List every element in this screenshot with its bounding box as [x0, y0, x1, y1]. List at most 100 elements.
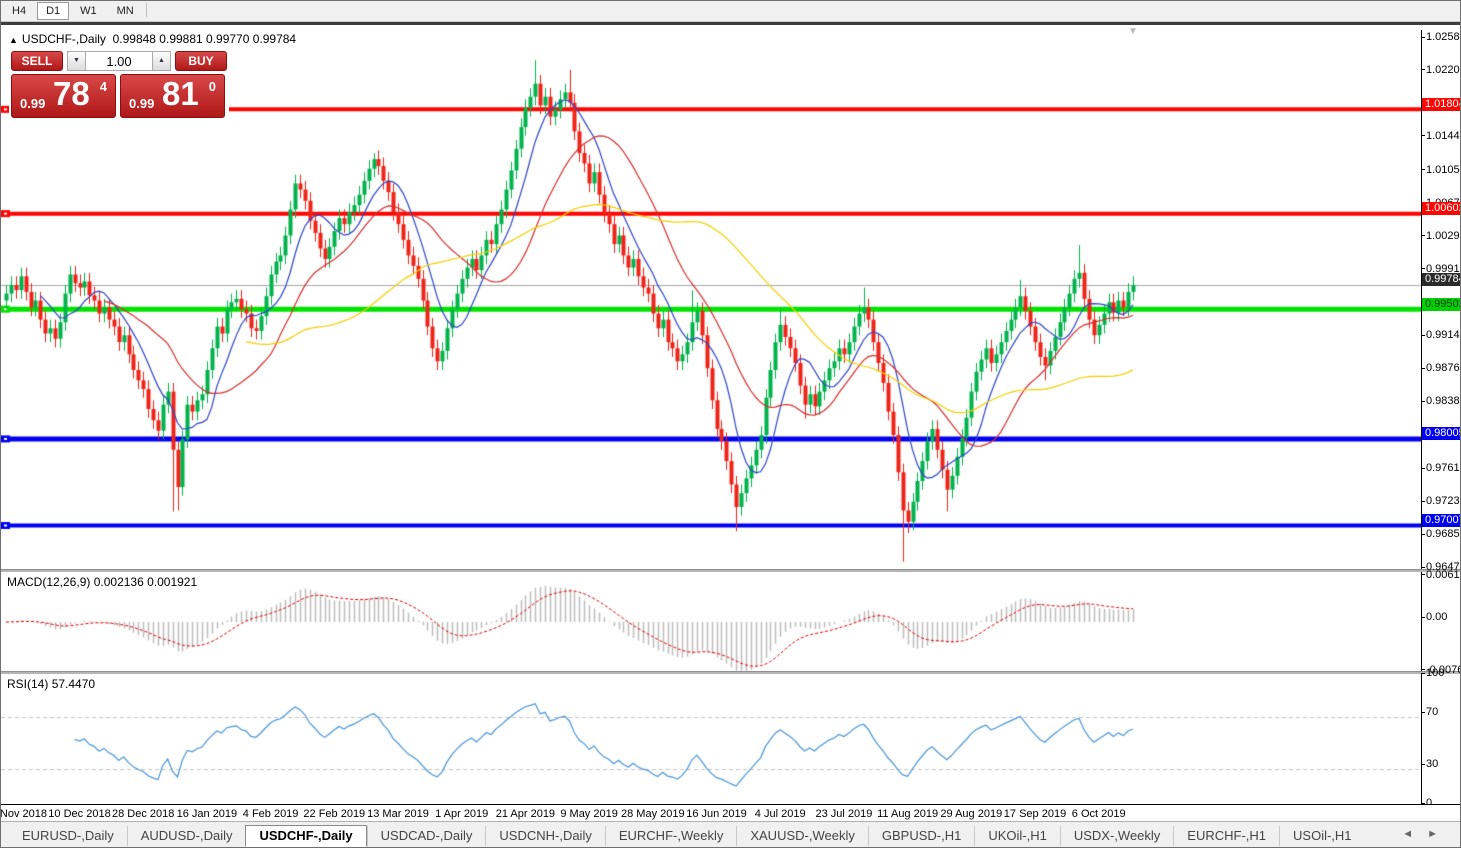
macd-axis-tick: -0.007612	[1426, 663, 1460, 676]
price-axis-border	[1421, 30, 1422, 804]
macd-values: 0.002136 0.001921	[93, 575, 198, 589]
sell-price-big: 78	[53, 75, 90, 112]
date-axis-label: 4 Feb 2019	[242, 808, 299, 820]
scroll-to-end-icon[interactable]: ▼	[1128, 26, 1138, 37]
price-axis-tick-mark	[1421, 268, 1425, 270]
tab-scroll-left-icon[interactable]: ◄	[1402, 828, 1428, 840]
macd-axis-tick-mark	[1421, 616, 1425, 618]
price-axis-tick: 1.01440	[1426, 129, 1460, 142]
rsi-axis-tick-mark	[1421, 672, 1425, 674]
chart-ohlc-values: 0.99848 0.99881 0.99770 0.99784	[112, 32, 297, 46]
price-axis-tick-mark	[1421, 69, 1425, 71]
price-level-badge: 1.00602	[1422, 202, 1460, 216]
chart-title: ▲ USDCHF-,Daily 0.99848 0.99881 0.99770 0…	[9, 32, 296, 46]
tab-usdcad-daily[interactable]: USDCAD-,Daily	[366, 826, 486, 846]
rsi-axis-tick-mark	[1421, 802, 1425, 804]
tab-eurchf-weekly[interactable]: EURCHF-,Weekly	[604, 826, 737, 846]
price-axis-tick-mark	[1421, 566, 1425, 568]
volume-decrease-button[interactable]: ▼	[67, 51, 86, 71]
rsi-pane-separator[interactable]	[1, 671, 1460, 674]
date-axis-label: 22 Feb 2019	[303, 808, 366, 820]
tab-usdx-weekly[interactable]: USDX-,Weekly	[1059, 826, 1173, 846]
date-axis-label: 23 Jul 2019	[815, 808, 873, 820]
rsi-indicator-label: RSI(14) 57.4470	[7, 677, 95, 691]
tab-usdchf-daily[interactable]: USDCHF-,Daily	[245, 825, 367, 847]
sell-price-pip: 4	[99, 79, 107, 94]
timeframe-button-w1[interactable]: W1	[71, 2, 106, 20]
price-axis-tick: 0.96470	[1426, 561, 1460, 574]
tab-usoil-h1[interactable]: USOil-,H1	[1279, 826, 1365, 846]
timeframe-button-mn[interactable]: MN	[107, 2, 143, 20]
volume-input[interactable]	[86, 51, 152, 71]
tab-eurchf-h1[interactable]: EURCHF-,H1	[1173, 826, 1279, 846]
price-level-badge: 1.01804	[1422, 97, 1460, 111]
date-axis-label: 13 Mar 2019	[367, 808, 429, 820]
price-axis-tick: 1.01050	[1426, 163, 1460, 176]
tab-eurusd-daily[interactable]: EURUSD-,Daily	[22, 828, 114, 843]
buy-price-pip: 0	[208, 79, 216, 94]
timeframe-button-d1[interactable]: D1	[37, 2, 70, 20]
buy-price-button[interactable]: 0.99 81 0	[120, 74, 225, 118]
buy-price-big: 81	[162, 75, 199, 112]
tab-usdcnh-daily[interactable]: USDCNH-,Daily	[485, 826, 604, 846]
date-axis-label: 16 Jun 2019	[686, 808, 747, 820]
date-axis-label: 28 Dec 2018	[111, 808, 175, 820]
macd-axis-tick-mark	[1421, 574, 1425, 576]
date-axis-label: 21 Nov 2018	[0, 808, 47, 820]
macd-pane-separator[interactable]	[1, 569, 1460, 572]
tab-audusd-daily[interactable]: AUDUSD-,Daily	[126, 826, 246, 846]
macd-indicator-label: MACD(12,26,9) 0.002136 0.001921	[7, 575, 197, 589]
sell-button[interactable]: SELL	[11, 51, 63, 71]
tab-ukoil-h1[interactable]: UKOil-,H1	[974, 826, 1060, 846]
rsi-value: 57.4470	[51, 677, 96, 691]
macd-axis-tick: 0.00	[1426, 611, 1448, 623]
rsi-axis-tick-mark	[1421, 763, 1425, 765]
date-axis-label: 9 May 2019	[560, 808, 618, 820]
sell-price-button[interactable]: 0.99 78 4	[11, 74, 116, 118]
price-level-badge: 0.98005	[1422, 427, 1460, 441]
chart-tab-bar: EURUSD-,Daily AUDUSD-,Daily USDCHF-,Daily U…	[1, 821, 1460, 847]
price-level-badge: 0.97007	[1422, 514, 1460, 527]
price-axis-tick-mark	[1421, 400, 1425, 402]
collapse-arrow-icon[interactable]: ▲	[9, 35, 18, 45]
price-axis-tick-mark	[1421, 500, 1425, 502]
price-axis-tick-mark	[1421, 367, 1425, 369]
tab-scroll-arrows[interactable]: ◄►	[1402, 828, 1452, 840]
price-axis-tick-mark	[1421, 135, 1425, 137]
tab-scroll-right-icon[interactable]: ►	[1427, 828, 1452, 840]
date-axis-label: 21 Apr 2019	[495, 808, 556, 820]
macd-axis-tick-mark	[1421, 669, 1425, 671]
rsi-axis-tick: 0	[1426, 797, 1433, 809]
price-chart-canvas[interactable]	[1, 30, 1421, 804]
date-axis-label: 6 Oct 2019	[1071, 808, 1126, 820]
chart-symbol-label: USDCHF-,Daily	[21, 32, 106, 46]
timeframe-button-h4[interactable]: H4	[3, 2, 36, 20]
price-axis-tick-mark	[1421, 533, 1425, 535]
macd-axis-tick: 0.00613	[1426, 568, 1460, 581]
chart-window: ▲ USDCHF-,Daily 0.99848 0.99881 0.99770 0…	[1, 22, 1460, 825]
price-axis-tick-mark	[1421, 169, 1425, 171]
date-axis-label: 29 Aug 2019	[940, 808, 1003, 820]
tab-xauusd-weekly[interactable]: XAUUSD-,Weekly	[736, 826, 868, 846]
date-axis-label: 16 Jan 2019	[176, 808, 238, 820]
volume-increase-button[interactable]: ▲	[152, 51, 171, 71]
buy-button[interactable]: BUY	[175, 51, 227, 71]
rsi-name: RSI(14)	[7, 677, 49, 691]
date-axis-label: 4 Jul 2019	[754, 808, 806, 820]
date-axis-label: 28 May 2019	[620, 808, 685, 820]
sell-price-prefix: 0.99	[20, 96, 46, 111]
macd-name: MACD(12,26,9)	[7, 575, 91, 589]
price-axis-tick-mark	[1421, 235, 1425, 237]
tab-gbpusd-h1[interactable]: GBPUSD-,H1	[867, 826, 974, 846]
date-axis-label: 11 Aug 2019	[877, 808, 939, 820]
toolbar-separator	[145, 2, 147, 17]
price-axis-tick-mark	[1421, 334, 1425, 336]
rsi-axis-tick: 70	[1426, 706, 1439, 718]
